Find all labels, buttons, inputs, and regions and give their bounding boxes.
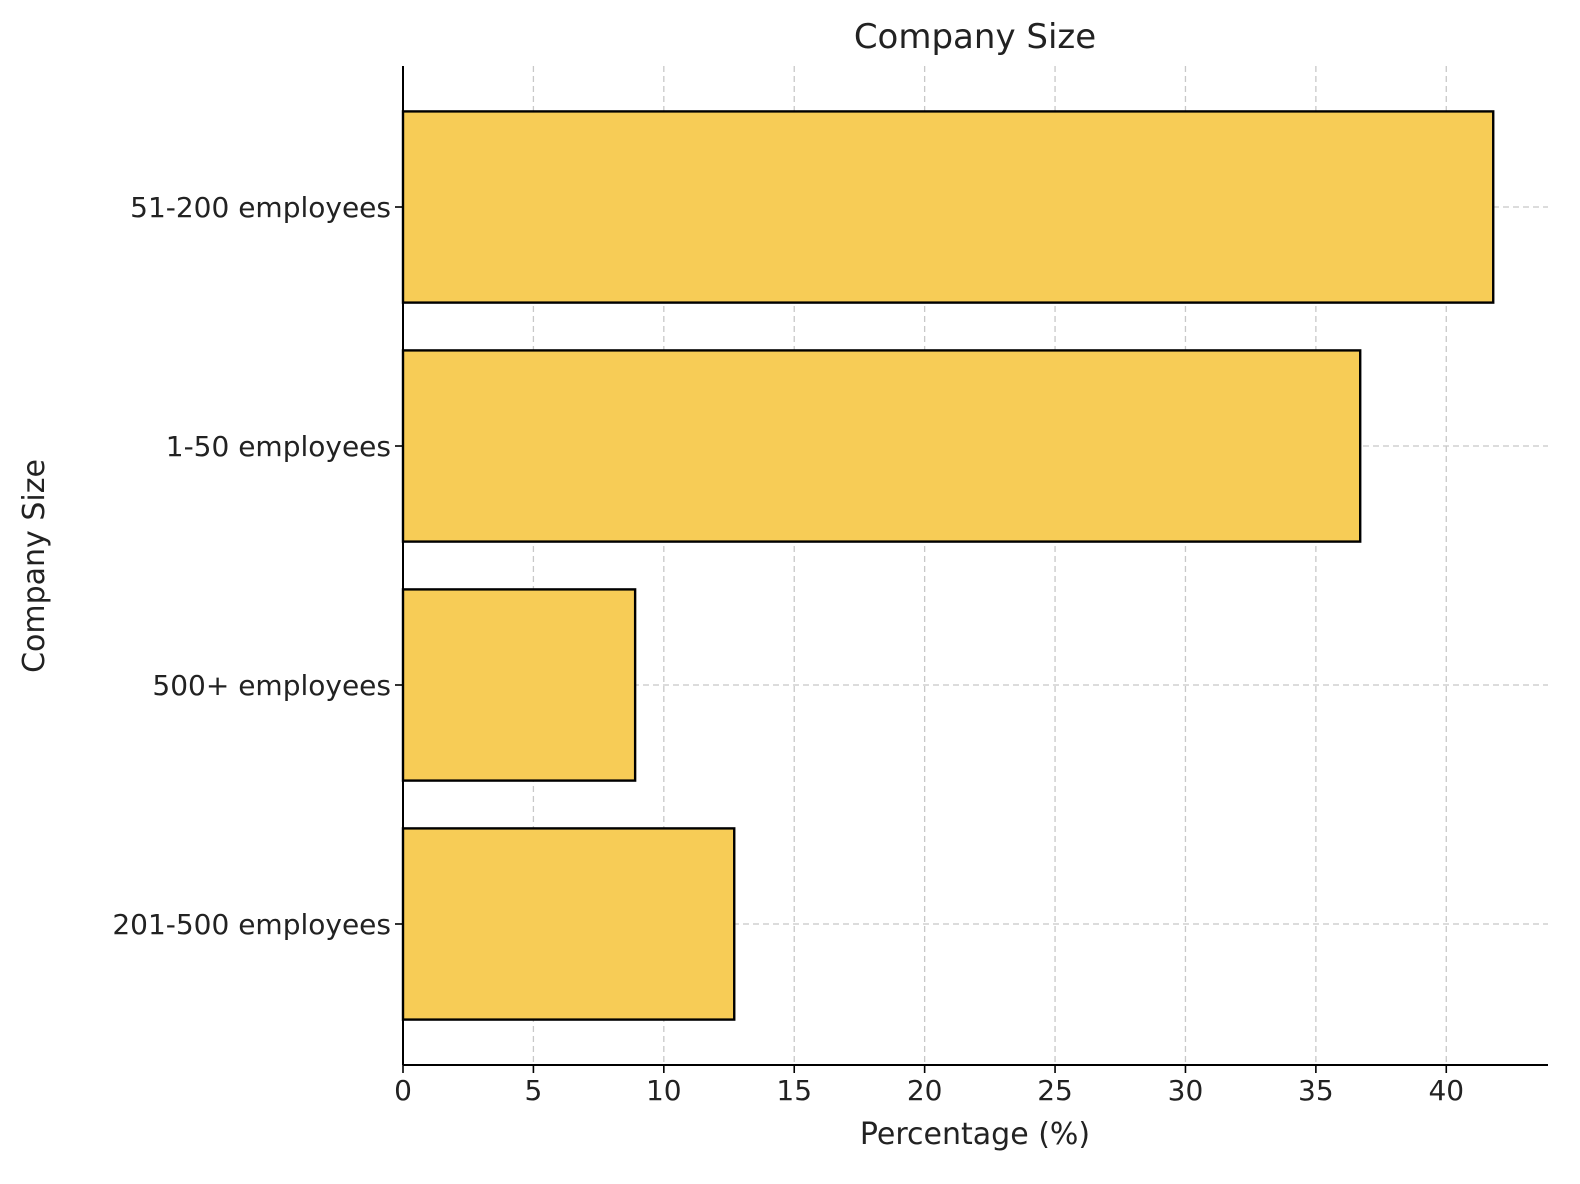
chart-title: Company Size [854, 17, 1096, 57]
x-tick-label: 0 [394, 1074, 412, 1107]
y-tick-label: 51-200 employees [130, 191, 391, 224]
bar [401, 588, 637, 782]
x-tick-label: 5 [524, 1074, 542, 1107]
x-tick-label: 25 [1037, 1074, 1073, 1107]
bar [401, 349, 1362, 543]
x-tick-label: 35 [1298, 1074, 1334, 1107]
y-tick-label: 500+ employees [152, 669, 391, 702]
y-tick-label: 1-50 employees [166, 430, 391, 463]
bar [401, 827, 736, 1021]
x-tick-label: 20 [907, 1074, 943, 1107]
bar [401, 110, 1495, 304]
x-tick-label: 15 [776, 1074, 812, 1107]
y-tick-label: 201-500 employees [112, 908, 391, 941]
x-axis-label: Percentage (%) [860, 1117, 1090, 1152]
y-axis-label: Company Size [17, 459, 52, 673]
x-tick-label: 30 [1168, 1074, 1204, 1107]
x-tick-label: 10 [646, 1074, 682, 1107]
x-tick-label: 40 [1428, 1074, 1464, 1107]
